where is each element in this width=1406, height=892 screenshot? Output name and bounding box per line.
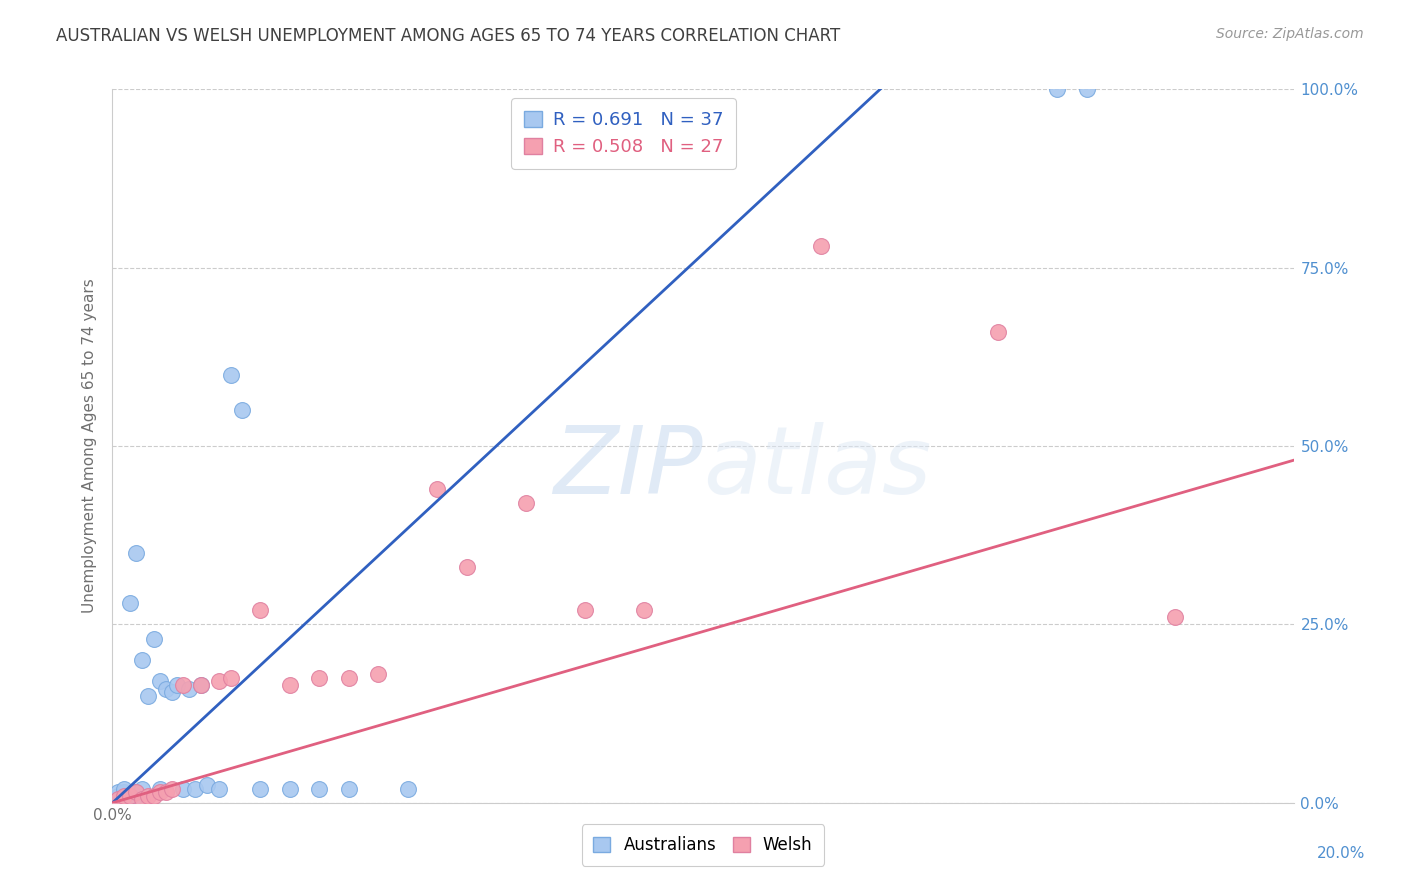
Point xyxy=(149,785,172,799)
Point xyxy=(125,785,148,799)
Point xyxy=(160,685,183,699)
Point xyxy=(179,681,201,696)
Point xyxy=(337,671,360,685)
Point xyxy=(172,781,194,796)
Point xyxy=(278,781,301,796)
Text: AUSTRALIAN VS WELSH UNEMPLOYMENT AMONG AGES 65 TO 74 YEARS CORRELATION CHART: AUSTRALIAN VS WELSH UNEMPLOYMENT AMONG A… xyxy=(56,27,841,45)
Point xyxy=(142,632,165,646)
Point xyxy=(987,325,1010,339)
Point xyxy=(166,678,188,692)
Point xyxy=(190,678,212,692)
Y-axis label: Unemployment Among Ages 65 to 74 years: Unemployment Among Ages 65 to 74 years xyxy=(82,278,97,614)
Point xyxy=(633,603,655,617)
Point xyxy=(208,674,231,689)
Point xyxy=(120,789,142,803)
Point xyxy=(219,368,242,382)
Point xyxy=(160,781,183,796)
Text: 20.0%: 20.0% xyxy=(1317,846,1365,861)
Point xyxy=(308,671,330,685)
Point xyxy=(136,789,159,803)
Point xyxy=(367,667,389,681)
Point xyxy=(574,603,596,617)
Point xyxy=(155,785,177,799)
Text: ZIP: ZIP xyxy=(554,422,703,513)
Point xyxy=(120,792,142,806)
Point xyxy=(131,781,153,796)
Point xyxy=(1164,610,1187,624)
Point xyxy=(136,689,159,703)
Point xyxy=(125,789,148,803)
Point xyxy=(308,781,330,796)
Point xyxy=(195,778,218,792)
Text: Source: ZipAtlas.com: Source: ZipAtlas.com xyxy=(1216,27,1364,41)
Point xyxy=(231,403,253,417)
Point xyxy=(149,674,172,689)
Point xyxy=(107,792,129,806)
Point xyxy=(155,681,177,696)
Point xyxy=(112,792,135,806)
Point xyxy=(278,678,301,692)
Point xyxy=(810,239,832,253)
Point xyxy=(112,785,135,799)
Point xyxy=(107,785,129,799)
Point xyxy=(456,560,478,574)
Point xyxy=(107,789,129,803)
Point xyxy=(219,671,242,685)
Point xyxy=(515,496,537,510)
Point xyxy=(1076,82,1098,96)
Point xyxy=(131,792,153,806)
Point xyxy=(125,785,148,799)
Point xyxy=(142,789,165,803)
Point xyxy=(337,781,360,796)
Point xyxy=(149,781,172,796)
Point xyxy=(190,678,212,692)
Point xyxy=(184,781,207,796)
Point xyxy=(120,789,142,803)
Point xyxy=(131,653,153,667)
Point xyxy=(396,781,419,796)
Point xyxy=(208,781,231,796)
Point xyxy=(125,546,148,560)
Point xyxy=(249,603,271,617)
Point xyxy=(107,792,129,806)
Point xyxy=(426,482,449,496)
Point xyxy=(120,596,142,610)
Point xyxy=(172,678,194,692)
Point xyxy=(112,789,135,803)
Point xyxy=(112,781,135,796)
Point xyxy=(1046,82,1069,96)
Point xyxy=(249,781,271,796)
Point xyxy=(112,789,135,803)
Text: atlas: atlas xyxy=(703,422,931,513)
Legend: Australians, Welsh: Australians, Welsh xyxy=(582,824,824,866)
